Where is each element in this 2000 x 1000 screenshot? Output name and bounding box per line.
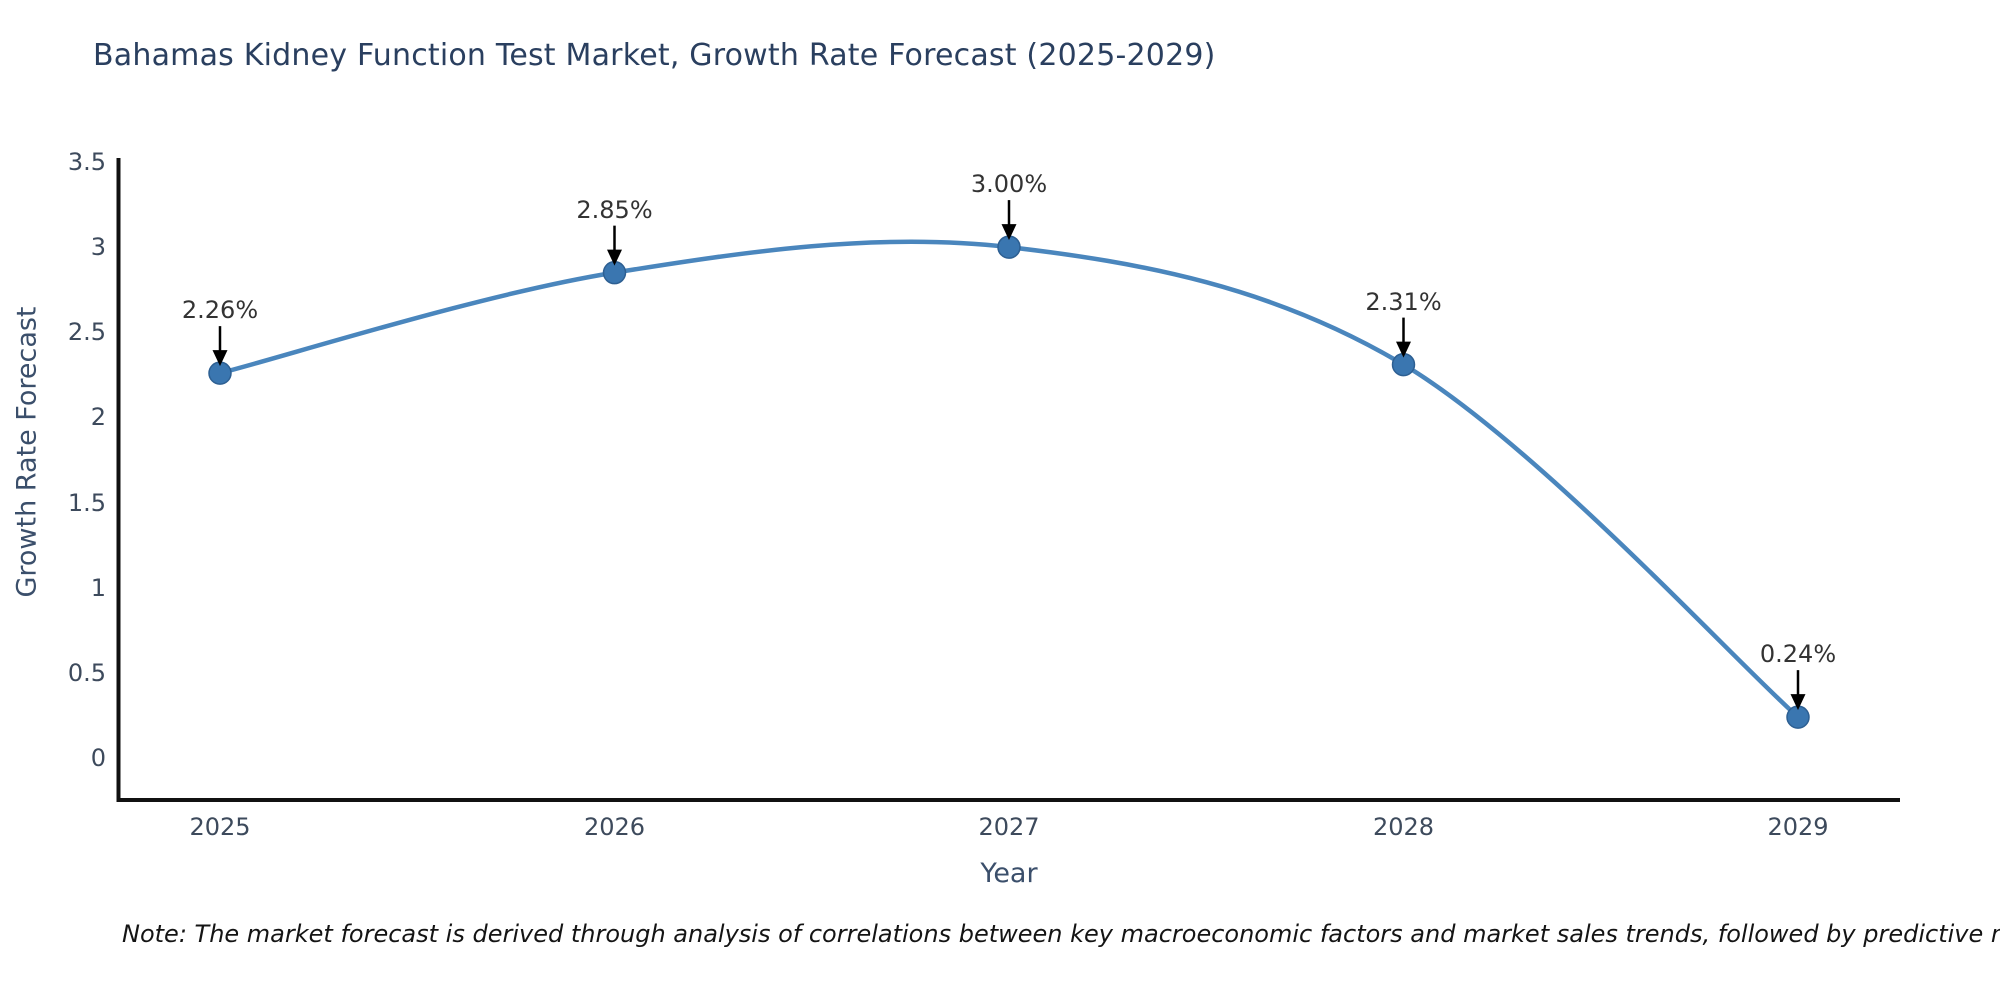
y-tick-label: 3.5: [67, 147, 106, 176]
y-tick-label: 0.5: [67, 658, 106, 687]
x-axis-title: Year: [980, 858, 1038, 889]
data-point-label: 2.31%: [1365, 287, 1442, 316]
chart-title: Bahamas Kidney Function Test Market, Gro…: [93, 38, 1216, 73]
y-tick-label: 1: [90, 573, 106, 602]
y-tick-label: 3: [90, 233, 106, 262]
data-point-label: 2.26%: [181, 296, 259, 325]
x-tick-label: 2026: [583, 813, 646, 841]
footnote: Note: The market forecast is derived thr…: [122, 920, 2000, 948]
y-tick-label: 2.5: [67, 318, 106, 347]
x-tick-label: 2025: [189, 813, 251, 841]
trend-line: [217, 239, 1801, 720]
annotation-arrow-head: [607, 249, 622, 266]
x-tick-label: 2029: [1767, 813, 1829, 841]
data-point-label: 3.00%: [970, 170, 1048, 199]
data-point-label: 0.24%: [1759, 640, 1837, 669]
annotation-arrow-head: [1396, 341, 1411, 358]
annotation-arrow-head: [1001, 224, 1017, 241]
data-point-label: 2.85%: [576, 195, 653, 224]
x-tick-label: 2027: [978, 813, 1040, 841]
x-tick-label: 2028: [1372, 813, 1435, 841]
y-tick-label: 1.5: [67, 488, 106, 517]
y-tick-label: 0: [90, 744, 106, 772]
y-tick-label: 2: [90, 403, 106, 432]
annotation-arrow-head: [212, 350, 228, 367]
annotation-arrow-head: [1790, 694, 1806, 711]
